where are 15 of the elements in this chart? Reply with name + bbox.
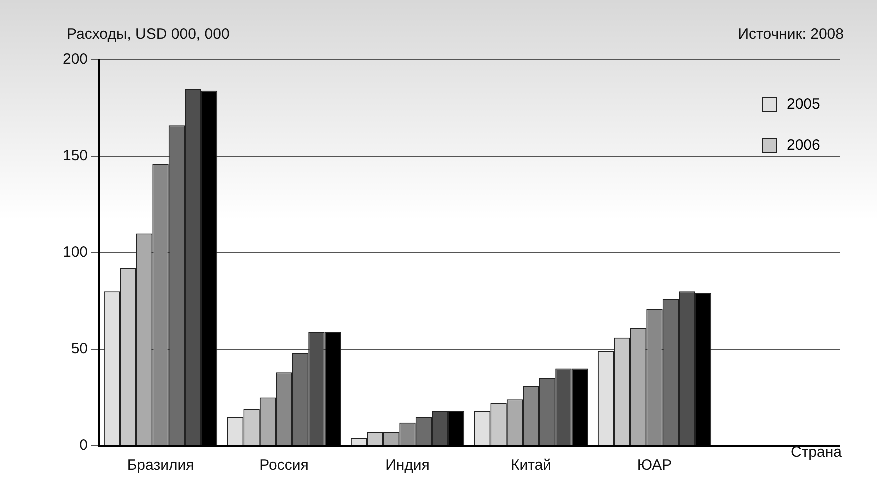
x-tick-label: Индия bbox=[386, 457, 430, 474]
x-tick-label: ЮАР bbox=[637, 457, 672, 474]
y-axis-title: Расходы, USD 000, 000 bbox=[67, 26, 230, 43]
legend-label: 2005 bbox=[787, 96, 820, 113]
text: Источник: 2008 bbox=[738, 26, 844, 43]
y-tick-label: 100 bbox=[62, 244, 88, 262]
x-tick-label: Китай bbox=[510, 457, 552, 474]
y-tick-label: 0 bbox=[80, 437, 88, 454]
y-tick-label: 50 bbox=[71, 340, 88, 358]
x-tick-label: Бразилия bbox=[127, 457, 194, 474]
x-tick-label: Россия bbox=[260, 457, 309, 474]
y-tick-label: 200 bbox=[62, 51, 88, 68]
legend-label: 2006 bbox=[787, 137, 820, 154]
x-axis-title: Страна bbox=[790, 444, 842, 461]
y-tick-label: 150 bbox=[62, 148, 88, 165]
